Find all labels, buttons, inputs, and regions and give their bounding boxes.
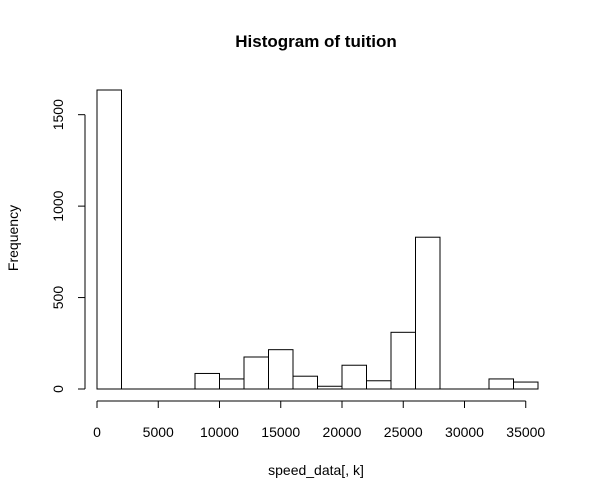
x-tick-label: 25000 — [384, 424, 423, 440]
y-axis: 0 500 1000 1500 — [50, 99, 86, 393]
histogram-bar — [243, 356, 269, 390]
histogram-bar — [341, 364, 367, 390]
x-tick-label: 20000 — [323, 424, 362, 440]
histogram-bar — [219, 378, 245, 390]
y-tick-label: 0 — [50, 385, 66, 393]
histogram-bars — [96, 89, 539, 390]
x-tick-label: 15000 — [261, 424, 300, 440]
x-tick-label: 30000 — [445, 424, 484, 440]
y-tick-label: 1000 — [50, 190, 66, 221]
x-tick-label: 10000 — [200, 424, 239, 440]
x-tick-label: 35000 — [506, 424, 545, 440]
histogram-bar — [292, 375, 318, 390]
histogram-bar — [268, 349, 294, 390]
x-tick-label: 0 — [93, 424, 101, 440]
x-tick-label: 5000 — [143, 424, 174, 440]
histogram-bar — [415, 236, 441, 390]
histogram-bar — [488, 378, 514, 390]
histogram-bar — [96, 89, 122, 390]
histogram-bar — [513, 381, 539, 390]
y-axis-label: Frequency — [5, 205, 21, 271]
chart-title: Histogram of tuition — [235, 32, 396, 51]
histogram-bar — [194, 372, 220, 390]
x-axis: 0 5000 10000 15000 20000 25000 30000 35000 — [93, 400, 545, 440]
histogram-bar — [390, 331, 416, 390]
histogram-bar — [366, 380, 392, 390]
x-axis-label: speed_data[, k] — [268, 462, 364, 478]
histogram-bar — [317, 385, 343, 390]
y-tick-label: 500 — [50, 286, 66, 310]
y-tick-label: 1500 — [50, 99, 66, 130]
